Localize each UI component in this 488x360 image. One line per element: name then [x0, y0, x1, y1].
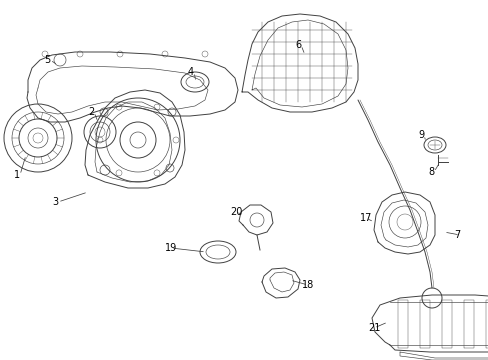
- Text: 20: 20: [229, 207, 242, 217]
- Text: 19: 19: [164, 243, 177, 253]
- Text: 8: 8: [427, 167, 433, 177]
- Text: 18: 18: [302, 280, 314, 290]
- Text: 9: 9: [417, 130, 423, 140]
- Text: 1: 1: [14, 170, 20, 180]
- Text: 17: 17: [359, 213, 372, 223]
- Text: 21: 21: [367, 323, 380, 333]
- Text: 2: 2: [88, 107, 94, 117]
- Text: 6: 6: [294, 40, 301, 50]
- Text: 7: 7: [453, 230, 459, 240]
- Text: 5: 5: [44, 55, 50, 65]
- Text: 4: 4: [187, 67, 194, 77]
- Text: 3: 3: [52, 197, 58, 207]
